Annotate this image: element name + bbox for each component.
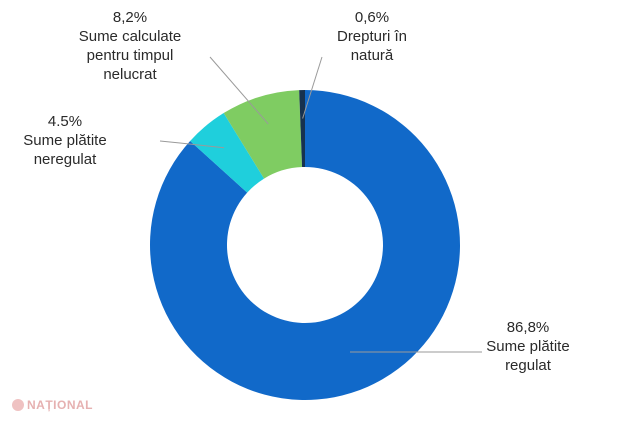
leader-line-2 bbox=[209, 56, 269, 125]
category-label-2-2: pentru timpul bbox=[87, 47, 174, 64]
data-label-1: 4.5% bbox=[48, 113, 82, 130]
data-label-2: 8,2% bbox=[113, 9, 147, 26]
category-label-0-1: Sume plătite bbox=[486, 338, 569, 355]
slice-3 bbox=[299, 90, 305, 168]
data-label-0: 86,8% bbox=[507, 319, 550, 336]
slice-1 bbox=[190, 113, 265, 193]
category-label-3-2: natură bbox=[351, 47, 394, 64]
national-logo-icon bbox=[12, 399, 24, 411]
watermark-text: NAȚIONAL bbox=[27, 398, 93, 412]
national-watermark: NAȚIONAL bbox=[12, 398, 93, 412]
category-label-3-1: Drepturi în bbox=[337, 28, 407, 45]
data-label-3: 0,6% bbox=[355, 9, 389, 26]
category-label-1-1: Sume plătite bbox=[23, 132, 106, 149]
leader-line-3 bbox=[302, 56, 323, 119]
slice-0 bbox=[149, 90, 460, 400]
category-label-1-2: neregulat bbox=[34, 151, 97, 168]
leader-line-1 bbox=[159, 140, 225, 149]
slice-2 bbox=[223, 90, 303, 179]
category-label-2-1: Sume calculate bbox=[79, 28, 182, 45]
category-label-0-2: regulat bbox=[505, 357, 552, 374]
category-label-2-3: nelucrat bbox=[103, 66, 157, 83]
